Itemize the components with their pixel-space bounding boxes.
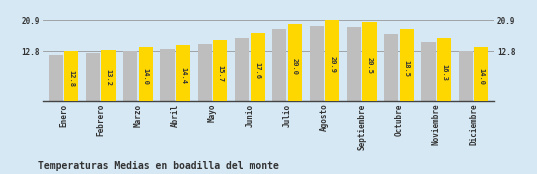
Bar <box>198 45 212 101</box>
Bar <box>309 26 324 101</box>
Bar <box>213 40 228 101</box>
Bar <box>123 51 137 101</box>
Text: 20.5: 20.5 <box>367 57 373 74</box>
Bar <box>362 22 376 101</box>
Bar <box>48 55 63 101</box>
Bar <box>235 38 249 101</box>
Bar <box>474 47 489 101</box>
Text: 15.7: 15.7 <box>217 65 223 82</box>
Text: 20.0: 20.0 <box>292 58 298 75</box>
Text: 14.0: 14.0 <box>143 68 149 85</box>
Bar <box>101 50 115 101</box>
Bar <box>288 24 302 101</box>
Bar <box>64 52 78 101</box>
Text: 12.8: 12.8 <box>68 70 74 87</box>
Bar <box>422 42 436 101</box>
Bar <box>437 38 451 101</box>
Text: 14.0: 14.0 <box>478 68 484 85</box>
Bar <box>161 49 175 101</box>
Bar <box>400 29 414 101</box>
Text: Temperaturas Medias en boadilla del monte: Temperaturas Medias en boadilla del mont… <box>38 160 279 171</box>
Text: 13.2: 13.2 <box>106 69 112 86</box>
Bar <box>251 33 265 101</box>
Text: 18.5: 18.5 <box>404 60 410 77</box>
Bar <box>347 27 361 101</box>
Text: 17.6: 17.6 <box>255 62 260 79</box>
Text: 20.9: 20.9 <box>329 56 335 73</box>
Bar <box>272 29 286 101</box>
Bar <box>325 20 339 101</box>
Bar <box>384 34 398 101</box>
Bar <box>86 53 100 101</box>
Text: 16.3: 16.3 <box>441 64 447 81</box>
Bar <box>176 45 190 101</box>
Bar <box>139 47 153 101</box>
Bar <box>459 51 473 101</box>
Text: 14.4: 14.4 <box>180 67 186 84</box>
